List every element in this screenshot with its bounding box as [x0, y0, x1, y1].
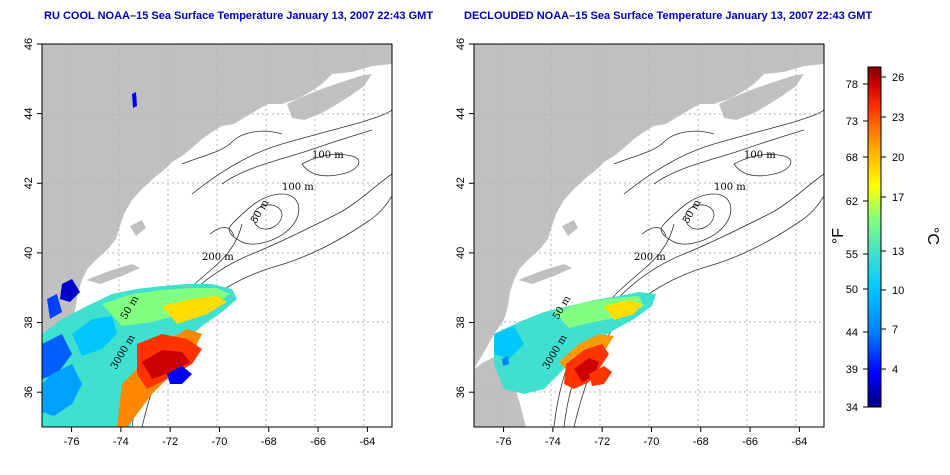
x-tick-label: -66 [742, 436, 758, 448]
y-tick-label: 40 [455, 247, 467, 259]
contour-label-100m-b: 100 m [282, 182, 314, 193]
x-tick-label: -74 [545, 436, 561, 448]
y-tick-label: 36 [23, 386, 35, 398]
y-tick-label: 42 [23, 177, 35, 189]
f-tick-label: 78 [846, 79, 858, 91]
y-tick-label: 46 [455, 38, 467, 50]
contour-label-100m-a: 100 m [744, 150, 776, 161]
right-panel-title: DECLOUDED NOAA–15 Sea Surface Temperatur… [464, 10, 873, 22]
colorbar: 78 73 68 62 55 50 44 39 34 26 23 20 17 13 10 7 4 °F °C [830, 66, 941, 414]
c-tick-label: 17 [892, 192, 904, 204]
x-tick-label: -68 [261, 436, 277, 448]
c-tick-label: 7 [892, 324, 898, 336]
colorbar-gradient [867, 66, 882, 408]
c-tick-label: 4 [892, 364, 898, 376]
x-tick-label: -70 [644, 436, 660, 448]
x-tick-label: -64 [359, 436, 375, 448]
y-tick-label: 38 [455, 316, 467, 328]
f-tick-label: 68 [846, 152, 858, 164]
right-axes: -76 -74 -72 -70 -68 -66 -64 36 38 40 42 44 46 [455, 38, 807, 448]
c-tick-label: 13 [892, 246, 904, 258]
contour-label-100m-b: 100 m [714, 182, 746, 193]
y-tick-label: 36 [455, 386, 467, 398]
x-tick-label: -68 [693, 436, 709, 448]
left-sst-field [42, 92, 237, 427]
x-tick-label: -66 [310, 436, 326, 448]
c-tick-label: 23 [892, 112, 904, 124]
fahrenheit-ticks: 78 73 68 62 55 50 44 39 34 [846, 79, 868, 414]
f-tick-label: 44 [846, 327, 858, 339]
left-axes: -76 -74 -72 -70 -68 -66 -64 36 38 40 42 44 46 [23, 38, 375, 448]
f-tick-label: 39 [846, 364, 858, 376]
y-tick-label: 44 [23, 108, 35, 120]
y-tick-label: 40 [23, 247, 35, 259]
x-tick-label: -76 [64, 436, 80, 448]
c-tick-label: 26 [892, 72, 904, 84]
f-tick-label: 34 [846, 402, 858, 414]
celsius-axis-label: °C [924, 227, 941, 245]
right-map-frame [473, 43, 825, 428]
c-tick-label: 20 [892, 152, 904, 164]
left-map-panel: 100 m 100 m 50 m 200 m 50 m 3000 m [41, 43, 393, 428]
f-tick-label: 55 [846, 249, 858, 261]
x-tick-label: -72 [594, 436, 610, 448]
left-panel-title: RU COOL NOAA–15 Sea Surface Temperature … [44, 10, 434, 22]
x-tick-label: -64 [791, 436, 807, 448]
f-tick-label: 50 [846, 284, 858, 296]
y-tick-label: 42 [455, 177, 467, 189]
y-tick-label: 38 [23, 316, 35, 328]
c-tick-label: 10 [892, 285, 904, 297]
x-tick-label: -72 [162, 436, 178, 448]
f-tick-label: 62 [846, 196, 858, 208]
y-tick-label: 44 [455, 108, 467, 120]
x-tick-label: -74 [113, 436, 129, 448]
contour-label-200m: 200 m [634, 252, 666, 263]
celsius-ticks: 26 23 20 17 13 10 7 4 [881, 72, 904, 376]
contour-label-100m-a: 100 m [312, 150, 344, 161]
x-tick-label: -76 [496, 436, 512, 448]
fahrenheit-axis-label: °F [830, 228, 847, 244]
x-tick-label: -70 [212, 436, 228, 448]
y-tick-label: 46 [23, 38, 35, 50]
right-sst-field [494, 292, 656, 394]
left-map-frame [41, 43, 393, 428]
contour-label-200m: 200 m [202, 252, 234, 263]
right-map-panel: 100 m 100 m 50 m 200 m 50 m 3000 m [473, 43, 825, 428]
f-tick-label: 73 [846, 116, 858, 128]
